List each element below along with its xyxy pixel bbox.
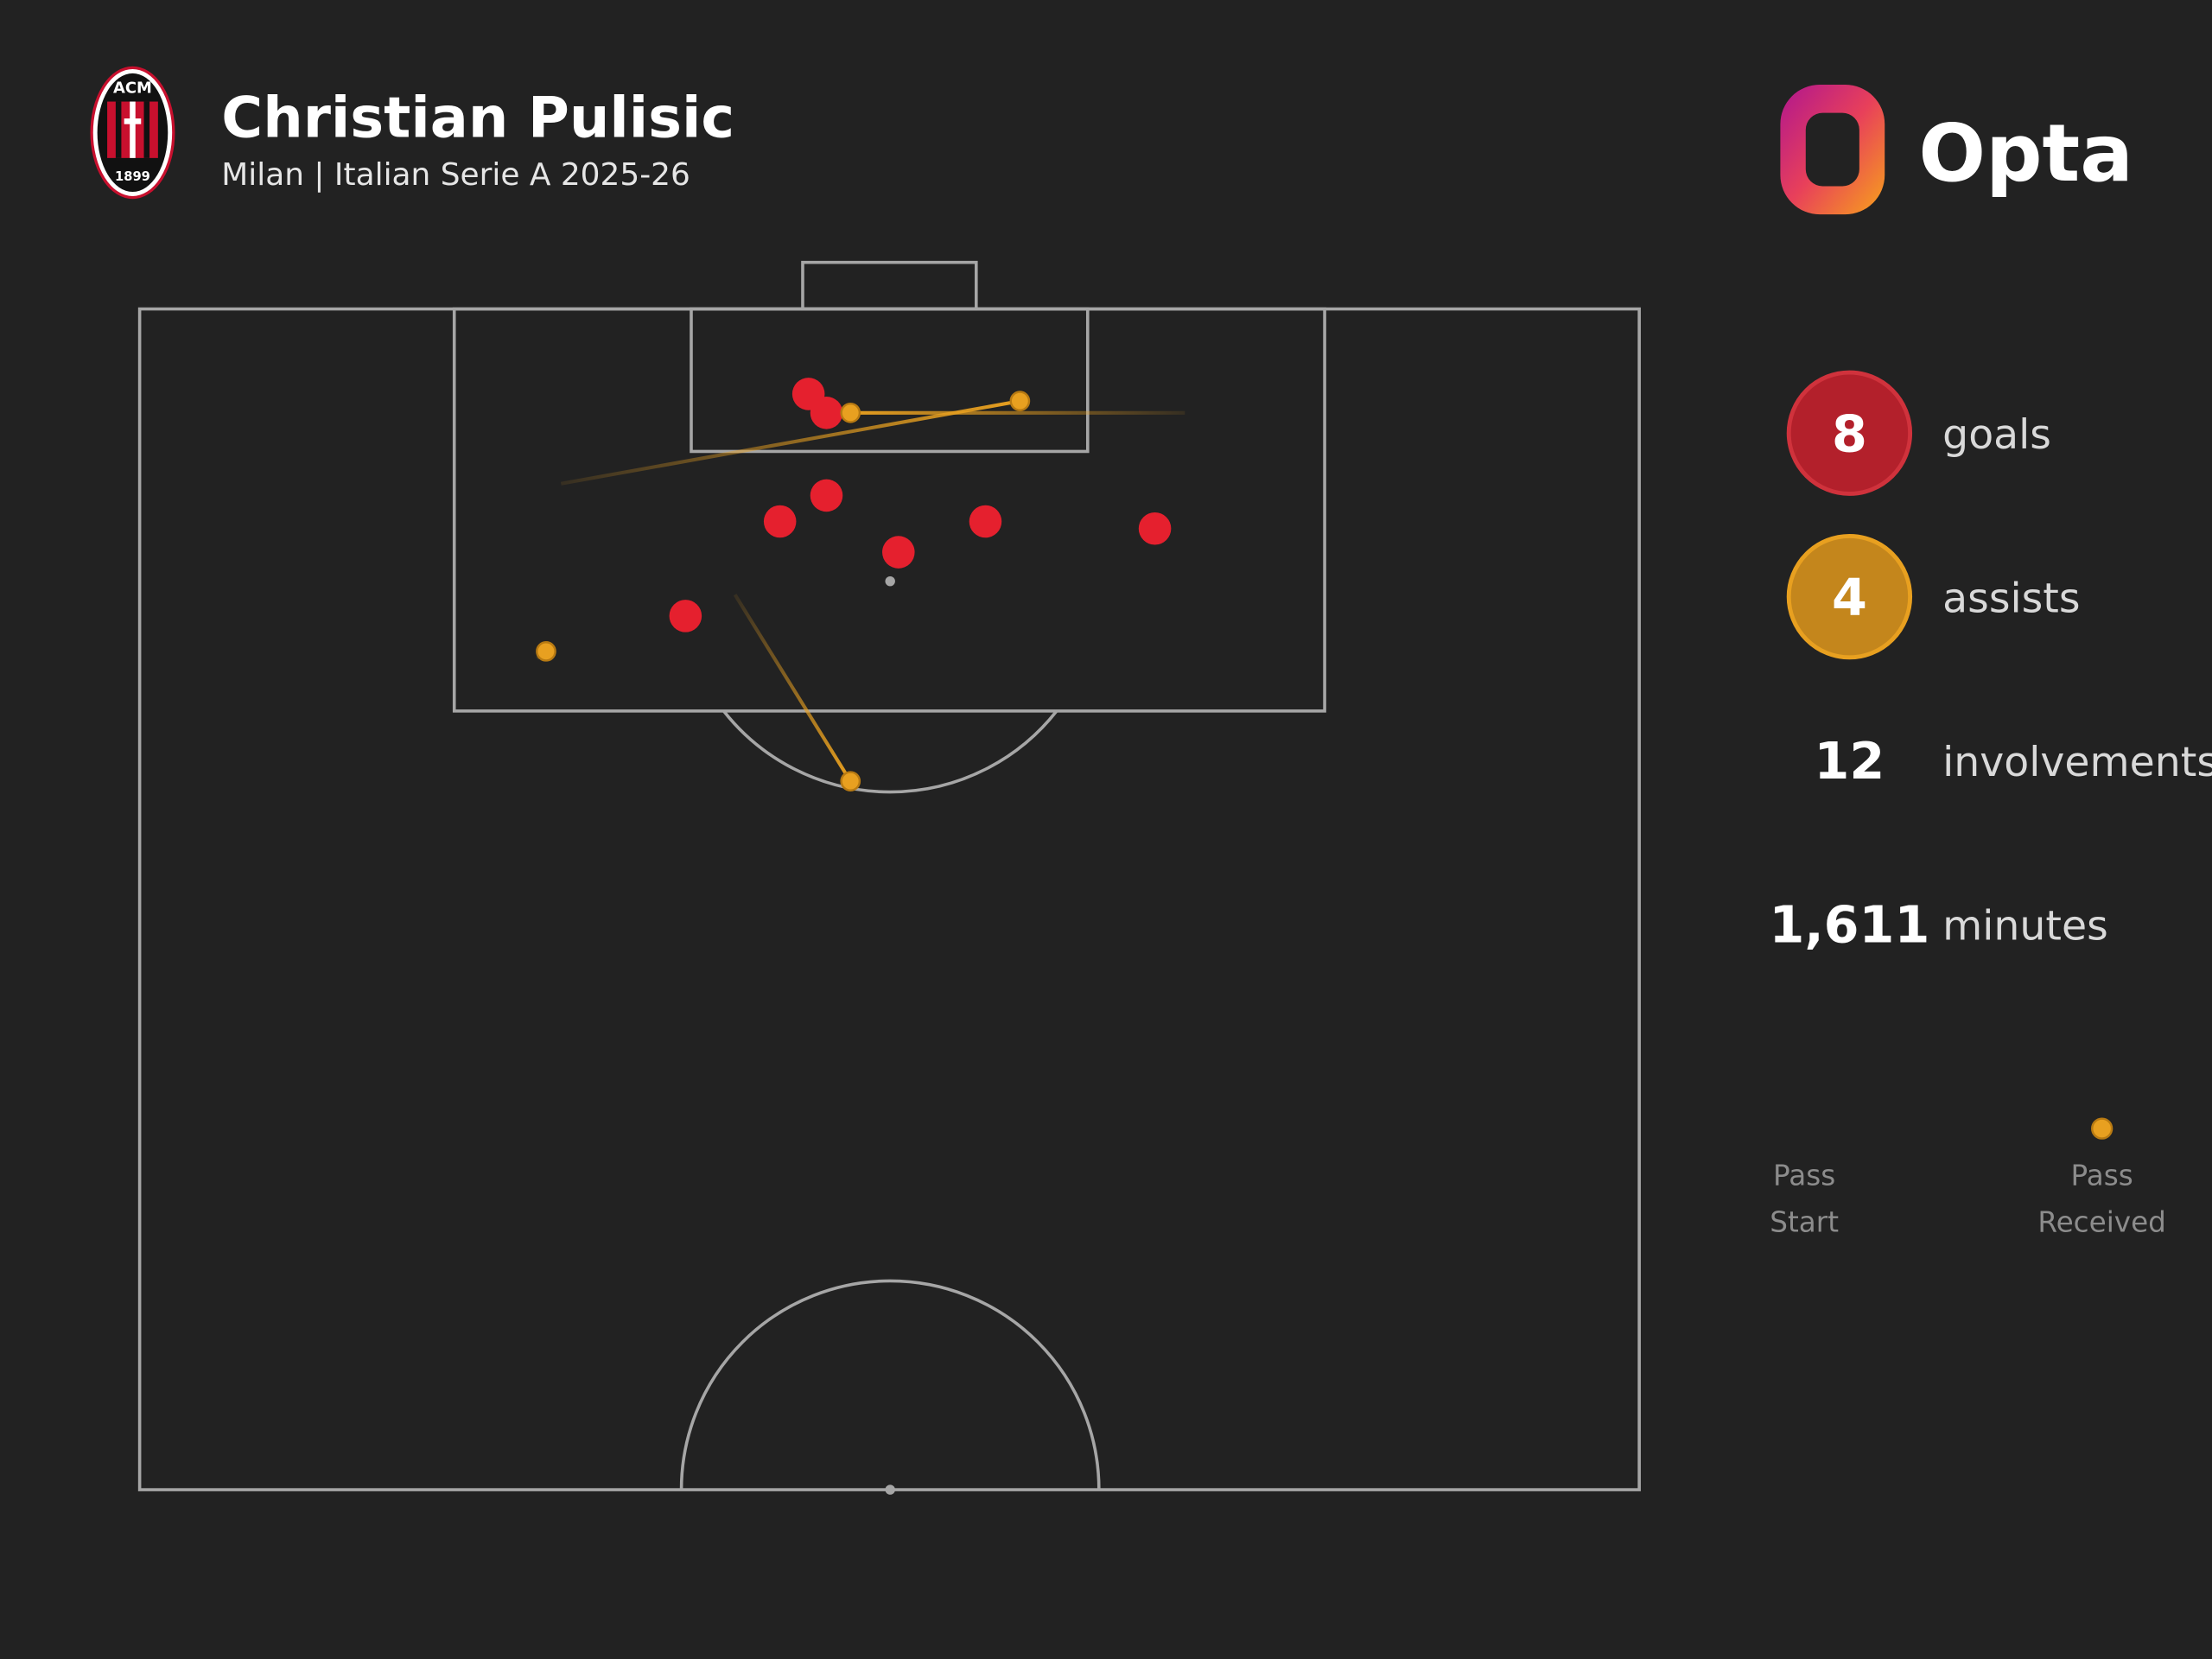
assist-received	[1009, 391, 1031, 411]
legend-dot	[2091, 1117, 2113, 1140]
club-crest: ACM 1899	[90, 66, 175, 200]
goal-shot	[669, 600, 702, 632]
stat-value: 1,611	[1769, 895, 1929, 955]
brand-logo: Opta	[1780, 84, 2133, 215]
stats: 8 goals 4 assists 12 involvements 1,611 minutes	[1769, 370, 2212, 955]
brand-name: Opta	[1918, 107, 2133, 200]
stat-value: 8	[1832, 404, 1867, 463]
legend: Pass Start Pass Received	[1770, 1117, 2166, 1238]
crest-year: 1899	[115, 169, 150, 184]
stat-label: minutes	[1942, 902, 2108, 950]
assist-received	[840, 771, 861, 791]
goal-shot	[969, 505, 1002, 538]
assist-received	[840, 402, 861, 423]
title: Christian Pulisic	[221, 85, 734, 150]
stat-label: involvements	[1942, 739, 2212, 786]
stat-label: assists	[1942, 575, 2080, 623]
assist-pass	[733, 594, 852, 783]
stat-badge	[1786, 533, 1913, 660]
stat-badge	[1786, 370, 1913, 496]
pitch	[137, 260, 1641, 1495]
assist-pass	[560, 399, 1020, 486]
goal-shot	[810, 397, 843, 429]
assist-received	[536, 641, 556, 662]
stat-value: 4	[1832, 568, 1867, 627]
legend-label: Start	[1770, 1205, 1839, 1238]
crest-text: ACM	[113, 79, 152, 98]
goal-shot	[810, 479, 843, 512]
subtitle: Milan | Italian Serie A 2025-26	[221, 157, 690, 193]
legend-label: Pass	[2071, 1159, 2133, 1192]
goal-shot	[763, 505, 797, 538]
events	[536, 378, 1185, 791]
legend-label: Pass	[1773, 1159, 1835, 1192]
goal-shot	[882, 536, 915, 569]
stat-label: goals	[1942, 411, 2051, 459]
legend-label: Received	[2037, 1205, 2166, 1238]
stat-value: 12	[1815, 731, 1885, 791]
goal-shot	[1138, 512, 1172, 545]
